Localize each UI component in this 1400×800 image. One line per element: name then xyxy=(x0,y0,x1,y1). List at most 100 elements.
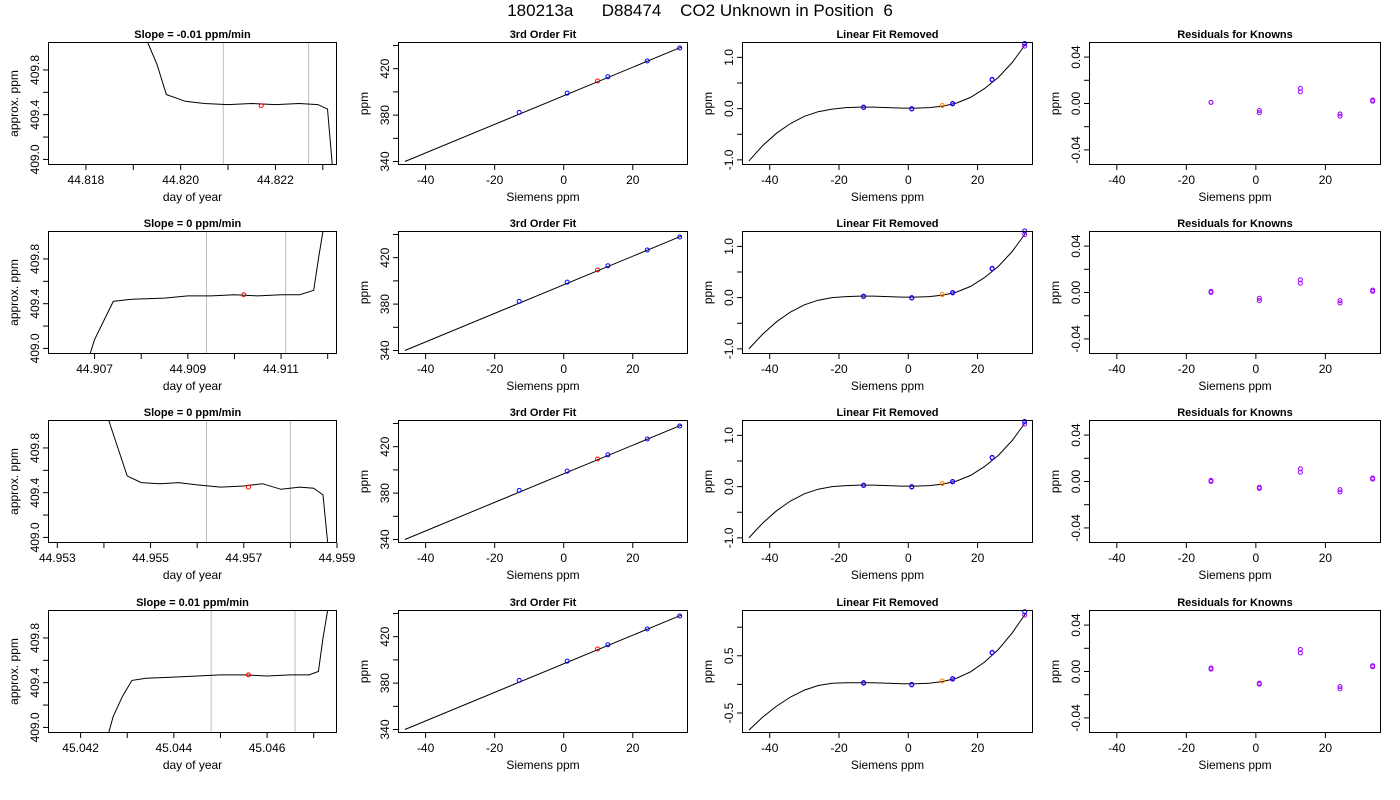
y-tick-label: 409.8 xyxy=(28,433,42,463)
panel-title: Residuals for Knowns xyxy=(1177,218,1293,230)
x-tick-label: 0 xyxy=(1253,362,1260,376)
known-point xyxy=(1208,665,1214,671)
known-point xyxy=(677,45,683,51)
panel-title: 3rd Order Fit xyxy=(510,218,577,230)
known-point xyxy=(644,626,650,632)
y-tick-label: 0.0 xyxy=(722,100,736,117)
known-point xyxy=(950,290,956,295)
x-tick-label: -20 xyxy=(830,551,848,565)
y-tick-label: -1.0 xyxy=(722,338,736,359)
y-tick-label: 380 xyxy=(378,294,392,314)
known-point-alt xyxy=(1297,469,1303,475)
y-axis-label: ppm xyxy=(357,92,371,115)
y-tick-label: -0.04 xyxy=(1069,325,1083,353)
fit-curve xyxy=(404,235,682,351)
known-point xyxy=(1337,487,1343,493)
y-axis-label: ppm xyxy=(701,470,715,493)
known-point xyxy=(861,680,867,686)
y-tick-label: 340 xyxy=(378,151,392,171)
panel-resid-3: -40 -20 0 20 -0.04 0.00 0.04 Residuals for Know… xyxy=(1048,597,1381,772)
known-point-alt xyxy=(1022,612,1028,618)
unknown-marker xyxy=(258,103,264,109)
y-tick-label: 0.0 xyxy=(722,478,736,495)
y-axis-label: ppm xyxy=(701,281,715,304)
panel-title: Linear Fit Removed xyxy=(836,407,938,419)
panel-linres-2: -40 -20 0 20 -1.0 0.0 1.0 Linear Fit Removed Sie… xyxy=(701,407,1033,582)
unknown-point xyxy=(939,292,945,298)
y-axis-label: ppm xyxy=(1048,281,1062,304)
panel-title: Slope = 0 ppm/min xyxy=(144,218,242,230)
y-tick-label: 409.0 xyxy=(28,522,42,552)
known-point xyxy=(516,298,522,304)
panel-trace-3: 45.042 45.044 45.046 409.0 409.4 409.8 Slope =… xyxy=(7,597,337,772)
x-axis-label: day of year xyxy=(163,568,222,582)
unknown-point xyxy=(595,646,601,652)
panel-resid-2: -40 -20 0 20 -0.04 0.00 0.04 Residuals for Know… xyxy=(1048,407,1381,582)
panel-fit-0: -40 -20 0 20 340 380 420 3rd Order Fit Siemens p… xyxy=(357,29,688,204)
panel-title: Linear Fit Removed xyxy=(836,218,938,230)
x-tick-label: -40 xyxy=(1108,741,1126,755)
known-point xyxy=(644,247,650,253)
x-tick-label: 0 xyxy=(560,741,567,755)
known-point xyxy=(861,104,867,110)
x-axis-label: day of year xyxy=(163,379,222,393)
x-tick-label: 20 xyxy=(626,551,640,565)
known-point xyxy=(1337,298,1343,304)
known-point xyxy=(1022,41,1028,47)
y-axis-label: ppm xyxy=(1048,92,1062,115)
x-tick-label: -40 xyxy=(1108,173,1126,187)
y-tick-label: 340 xyxy=(378,719,392,739)
x-tick-label: 45.042 xyxy=(62,741,99,755)
known-point-alt xyxy=(1022,43,1028,49)
x-axis-label: day of year xyxy=(163,758,222,772)
known-point xyxy=(516,487,522,493)
known-point-alt xyxy=(1022,421,1028,427)
x-tick-label: 20 xyxy=(1319,362,1333,376)
plot-frame xyxy=(742,420,1033,543)
x-tick-label: 20 xyxy=(1319,173,1333,187)
plot-frame xyxy=(48,610,337,733)
x-tick-label: -40 xyxy=(1108,551,1126,565)
known-point xyxy=(605,452,611,458)
x-tick-label: -40 xyxy=(417,362,435,376)
x-tick-label: 0 xyxy=(560,551,567,565)
x-tick-label: 0 xyxy=(560,362,567,376)
y-tick-label: -1.0 xyxy=(722,149,736,170)
panel-trace-0: 44.818 44.820 44.822 409.0 409.4 409.8 Slope =… xyxy=(7,29,337,204)
x-axis-label: Siemens ppm xyxy=(506,190,579,204)
plot-frame xyxy=(398,420,688,543)
y-tick-label: 420 xyxy=(378,247,392,267)
trace-line xyxy=(147,42,333,165)
x-tick-label: 44.820 xyxy=(162,173,199,187)
known-point-alt xyxy=(1337,489,1343,495)
y-tick-label: -1.0 xyxy=(722,527,736,548)
known-point xyxy=(1208,99,1214,105)
known-point xyxy=(861,293,867,299)
y-tick-label: 409.4 xyxy=(28,288,42,318)
known-point xyxy=(950,101,956,106)
y-axis-label: approx. ppm xyxy=(7,70,21,137)
known-point xyxy=(909,681,915,687)
x-tick-label: -40 xyxy=(761,741,779,755)
panel-title: Slope = 0.01 ppm/min xyxy=(136,597,249,609)
x-tick-label: 0 xyxy=(560,173,567,187)
y-tick-label: 0.5 xyxy=(722,647,736,664)
y-axis-label: approx. ppm xyxy=(7,259,21,326)
panel-title: 3rd Order Fit xyxy=(510,597,577,609)
panel-fit-1: -40 -20 0 20 340 380 420 3rd Order Fit Siemens p… xyxy=(357,218,688,393)
x-tick-label: -40 xyxy=(1108,362,1126,376)
known-point-alt xyxy=(1337,113,1343,119)
known-point xyxy=(564,90,570,96)
x-tick-label: 0 xyxy=(1253,741,1260,755)
y-tick-label: 1.0 xyxy=(722,49,736,66)
x-tick-label: 20 xyxy=(626,362,640,376)
plot-frame xyxy=(1089,231,1381,354)
x-tick-label: 44.907 xyxy=(76,362,113,376)
x-tick-label: -20 xyxy=(1178,741,1196,755)
plot-frame xyxy=(1089,42,1381,165)
x-axis-label: Siemens ppm xyxy=(1198,568,1271,582)
y-tick-label: 340 xyxy=(378,340,392,360)
x-tick-label: -20 xyxy=(830,741,848,755)
y-tick-label: 1.0 xyxy=(722,427,736,444)
panel-resid-0: -40 -20 0 20 -0.04 0.00 0.04 Residuals for Know… xyxy=(1048,29,1381,204)
